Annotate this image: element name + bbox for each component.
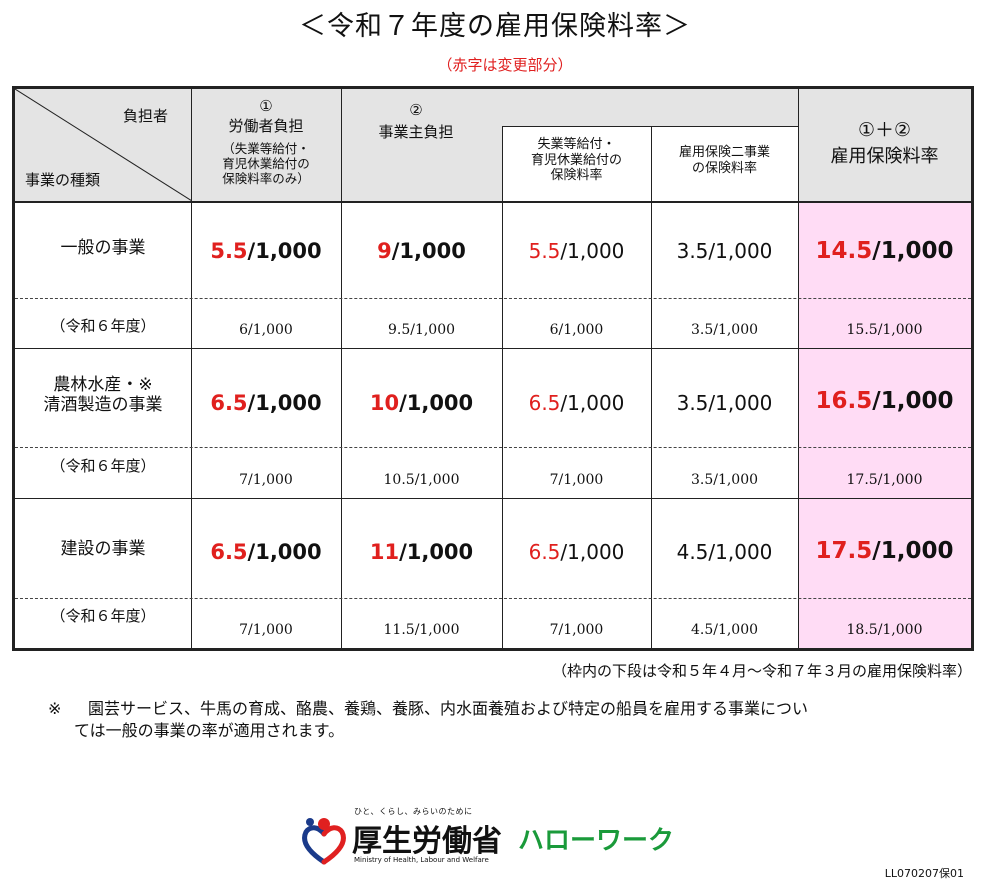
rate-cell: 3.5/1,000 xyxy=(676,391,773,415)
logo-tagline: ひと、くらし、みらいのために xyxy=(354,807,473,816)
page-title: ＜令和７年度の雇用保険料率＞ xyxy=(299,11,691,42)
prev-total-cell: 17.5/1,000 xyxy=(846,472,923,488)
prev-rate-cell: 10.5/1,000 xyxy=(383,472,460,488)
col1-subtitle: （失業等給付・ 育児休業給付の 保険料率のみ） xyxy=(222,141,310,186)
rate-table: 負担者 事業の種類 ① 労働者負担 （失業等給付・ 育児休業給付の 保険料率のみ… xyxy=(12,86,974,651)
corner-top-label: 負担者 xyxy=(123,107,169,125)
col1-number: ① xyxy=(259,97,273,115)
footnote-text-line2: ては一般の事業の率が適用されます。 xyxy=(74,721,345,740)
prev-rate-cell: 7/1,000 xyxy=(549,622,604,638)
corner-bottom-label: 事業の種類 xyxy=(25,171,101,189)
header-total-bg xyxy=(798,89,971,201)
rate-cell: 6.5/1,000 xyxy=(210,540,322,564)
col3-number: ①＋② xyxy=(857,119,912,141)
rate-cell: 6.5/1,000 xyxy=(210,391,322,415)
hellowork-logo-text: ハローワーク xyxy=(518,826,675,856)
prev-rate-cell: 7/1,000 xyxy=(549,472,604,488)
rate-cell: 11/1,000 xyxy=(369,540,474,564)
rate-cell: 10/1,000 xyxy=(369,391,474,415)
prev-year-label: （令和６年度） xyxy=(50,317,156,335)
col2b-subtitle: 雇用保険二事業 の保険料率 xyxy=(678,145,770,176)
subheader-bg xyxy=(502,126,798,201)
document-code: LL070207保01 xyxy=(884,867,964,880)
prev-year-label: （令和６年度） xyxy=(50,457,156,475)
col2-title: 事業主負担 xyxy=(378,123,454,141)
total-column-bg xyxy=(798,201,971,648)
total-rate-cell: 16.5/1,000 xyxy=(815,388,954,414)
prev-total-cell: 15.5/1,000 xyxy=(846,322,923,338)
prev-rate-cell: 3.5/1,000 xyxy=(690,472,759,488)
asterisk-mark: ※ xyxy=(48,699,62,718)
col3-title: 雇用保険料率 xyxy=(830,146,939,167)
rate-cell: 5.5/1,000 xyxy=(210,239,322,263)
prev-rate-cell: 7/1,000 xyxy=(239,622,293,638)
col2a-subtitle: 失業等給付・ 育児休業給付の 保険料率 xyxy=(530,137,622,184)
rate-cell: 9/1,000 xyxy=(377,239,466,263)
logo-ministry-en: Ministry of Health, Labour and Welfare xyxy=(354,856,489,864)
prev-rate-cell: 9.5/1,000 xyxy=(387,322,456,338)
prev-total-cell: 18.5/1,000 xyxy=(846,622,923,638)
mhlw-emblem-icon xyxy=(302,818,346,865)
col2-number: ② xyxy=(409,101,423,119)
prev-rate-cell: 3.5/1,000 xyxy=(690,322,759,338)
prev-rate-cell: 7/1,000 xyxy=(239,472,293,488)
prev-rate-cell: 11.5/1,000 xyxy=(383,622,460,638)
prev-year-label: （令和６年度） xyxy=(50,607,156,625)
row-label-agriculture: 農林水産・※ 清酒製造の事業 xyxy=(43,375,163,416)
mhlw-hellowork-logo: ひと、くらし、みらいのために 厚生労働省 Ministry of Health,… xyxy=(300,806,700,866)
rate-cell: 6.5/1,000 xyxy=(528,540,625,564)
rate-cell: 6.5/1,000 xyxy=(528,391,625,415)
corner-diagonal xyxy=(15,89,192,201)
footnote-text-line1: 園芸サービス、牛馬の育成、酪農、養鶏、養豚、内水面養殖および特定の船員を雇用する… xyxy=(88,699,809,718)
col1-title: 労働者負担 xyxy=(228,117,304,135)
rate-cell: 3.5/1,000 xyxy=(676,239,773,263)
row-label-general: 一般の事業 xyxy=(60,238,146,258)
total-rate-cell: 17.5/1,000 xyxy=(815,538,954,564)
total-rate-cell: 14.5/1,000 xyxy=(815,238,954,264)
prev-rate-cell: 4.5/1,000 xyxy=(690,622,759,638)
prev-rate-cell: 6/1,000 xyxy=(549,322,604,338)
logo-ministry-jp: 厚生労働省 xyxy=(352,824,502,859)
row-label-construction: 建設の事業 xyxy=(60,539,146,559)
prev-rate-cell: 6/1,000 xyxy=(239,322,293,338)
rate-cell: 4.5/1,000 xyxy=(676,540,773,564)
footnote-range: （枠内の下段は令和５年４月～令和７年３月の雇用保険料率） xyxy=(551,662,972,680)
red-text-note: （赤字は変更部分） xyxy=(437,56,573,74)
rate-cell: 5.5/1,000 xyxy=(528,239,625,263)
